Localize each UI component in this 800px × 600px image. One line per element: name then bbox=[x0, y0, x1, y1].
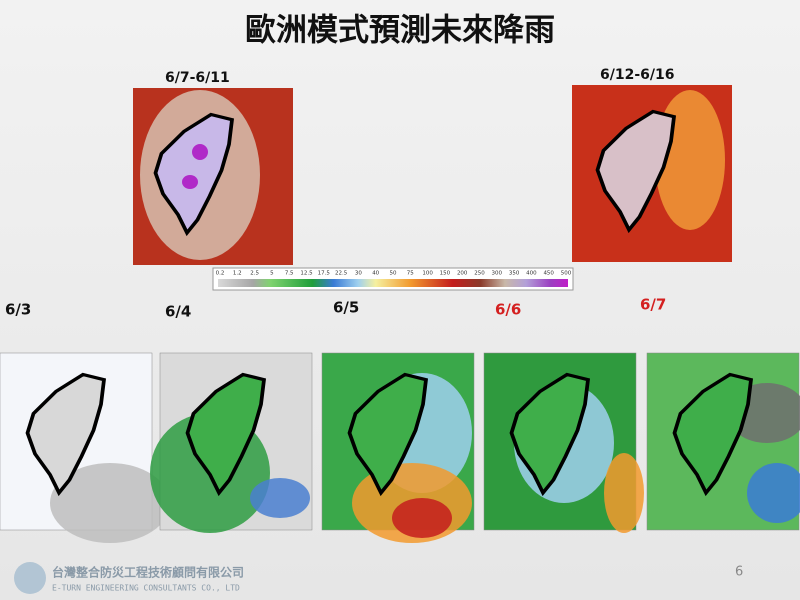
map bbox=[572, 85, 732, 262]
map bbox=[0, 352, 170, 543]
page-number: 6 bbox=[735, 565, 743, 580]
colorbar-label: 450 bbox=[543, 271, 554, 277]
colorbar-label: 1.2 bbox=[233, 271, 242, 277]
colorbar-label: 7.5 bbox=[285, 271, 294, 277]
rain-area bbox=[392, 498, 452, 538]
colorbar-label: 5 bbox=[270, 271, 274, 277]
company-name: 台灣整合防災工程技術顧問有限公司 bbox=[52, 565, 244, 580]
colorbar-label: 200 bbox=[457, 271, 468, 277]
map-label: 6/5 bbox=[333, 299, 359, 317]
colorbar-label: 17.5 bbox=[318, 271, 331, 277]
colorbar-label: 300 bbox=[492, 271, 503, 277]
colorbar-label: 100 bbox=[422, 271, 433, 277]
rain-area bbox=[250, 478, 310, 518]
colorbar-label: 500 bbox=[561, 271, 572, 277]
logo bbox=[14, 562, 46, 594]
map-label: 6/4 bbox=[165, 303, 191, 321]
colorbar-label: 75 bbox=[407, 271, 414, 277]
colorbar-label: 22.5 bbox=[335, 271, 348, 277]
colorbar-label: 30 bbox=[355, 271, 362, 277]
map bbox=[321, 352, 475, 543]
company-name-en: E-TURN ENGINEERING CONSULTANTS CO., LTD bbox=[52, 584, 240, 593]
slide-title: 歐洲模式預測未來降雨 bbox=[245, 13, 555, 49]
map-label: 6/3 bbox=[5, 301, 31, 319]
colorbar-label: 50 bbox=[390, 271, 397, 277]
map bbox=[133, 88, 293, 265]
map-label: 6/6 bbox=[495, 301, 521, 319]
map-label: 6/7-6/11 bbox=[165, 70, 230, 86]
colorbar-label: 2.5 bbox=[250, 271, 259, 277]
map-label: 6/12-6/16 bbox=[600, 67, 674, 83]
rain-area bbox=[747, 463, 800, 523]
map bbox=[483, 352, 644, 533]
colorbar-label: 400 bbox=[526, 271, 537, 277]
colorbar bbox=[218, 279, 568, 287]
map bbox=[646, 352, 800, 531]
map bbox=[150, 352, 313, 533]
rain-area bbox=[604, 453, 644, 533]
colorbar-label: 150 bbox=[440, 271, 451, 277]
colorbar-label: 350 bbox=[509, 271, 520, 277]
colorbar-label: 40 bbox=[372, 271, 379, 277]
colorbar-label: 0.2 bbox=[216, 271, 225, 277]
map-label: 6/7 bbox=[640, 296, 666, 314]
rain-area bbox=[50, 463, 170, 543]
colorbar-label: 12.5 bbox=[300, 271, 313, 277]
colorbar-label: 250 bbox=[474, 271, 485, 277]
